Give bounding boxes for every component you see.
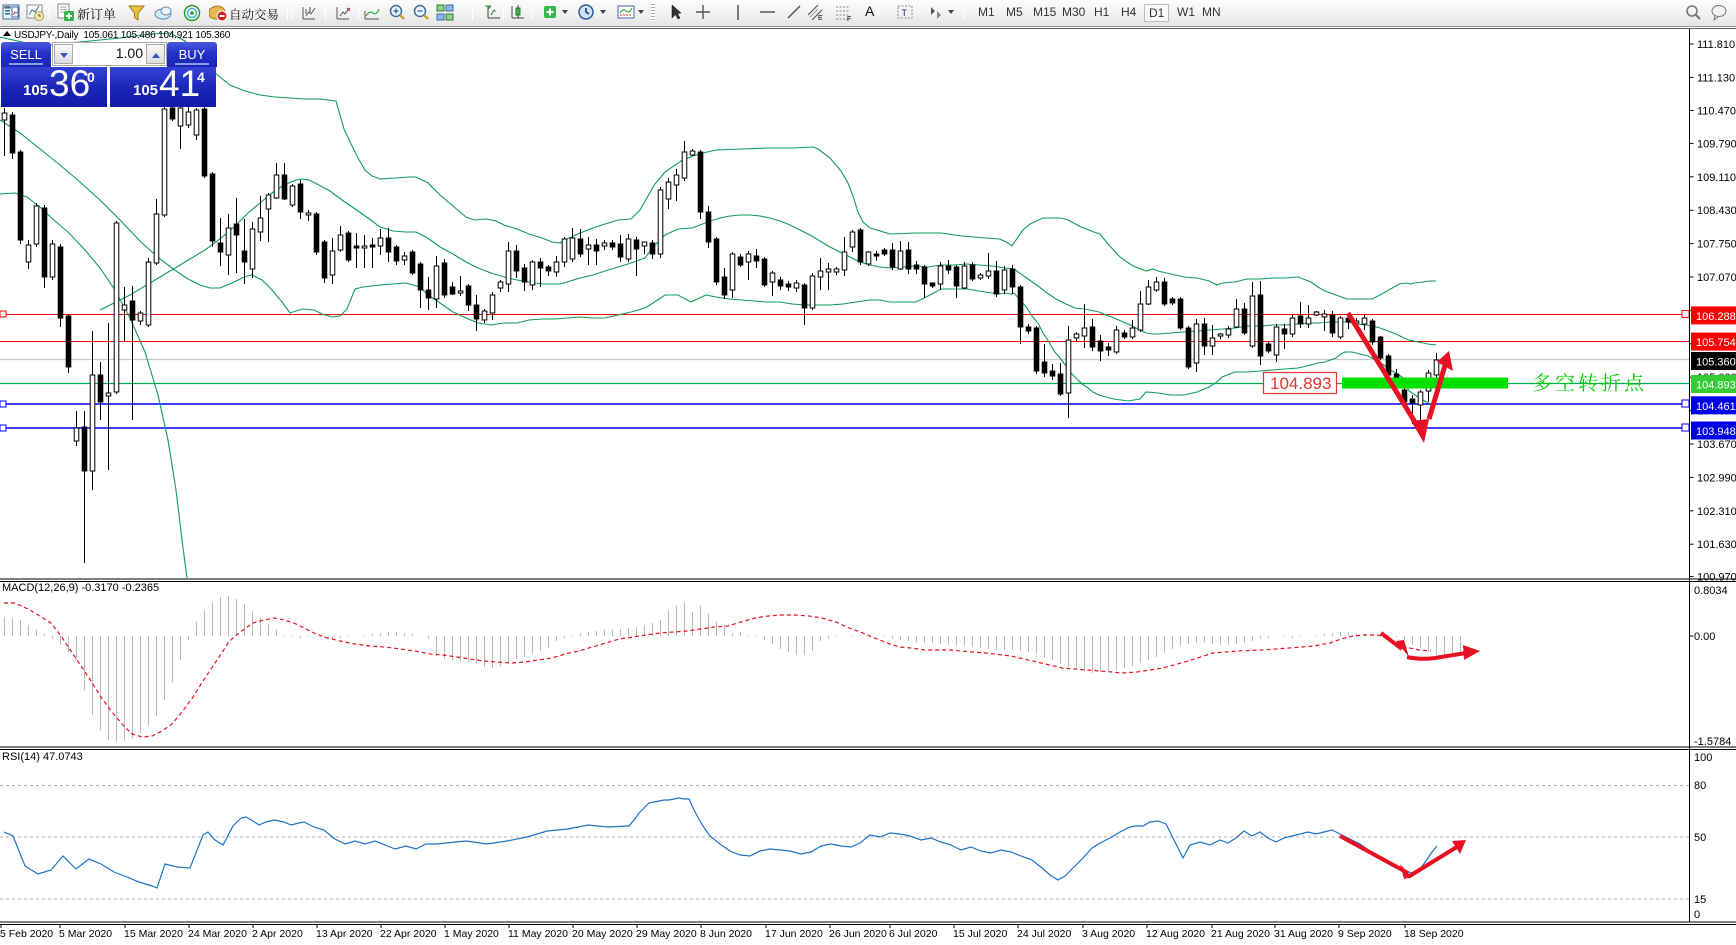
svg-text:3 Aug 2020: 3 Aug 2020 [1082,928,1135,940]
svg-text:0.8034: 0.8034 [1694,585,1728,597]
svg-text:102.310: 102.310 [1697,506,1736,518]
svg-text:104.893: 104.893 [1270,374,1331,393]
svg-text:106.288: 106.288 [1696,311,1736,323]
svg-text:102.990: 102.990 [1697,472,1736,484]
svg-text:5 Feb 2020: 5 Feb 2020 [0,928,53,940]
svg-text:105.360: 105.360 [1696,357,1736,369]
svg-text:100: 100 [1694,752,1712,764]
svg-text:101.630: 101.630 [1697,539,1736,551]
svg-text:22 Apr 2020: 22 Apr 2020 [380,928,437,940]
svg-text:11 May 2020: 11 May 2020 [508,928,568,940]
svg-text:100.970: 100.970 [1697,572,1736,584]
svg-text:104.893: 104.893 [1696,380,1736,392]
svg-text:24 Mar 2020: 24 Mar 2020 [188,928,247,940]
svg-text:24 Jul 2020: 24 Jul 2020 [1017,928,1071,940]
svg-text:0: 0 [1694,909,1700,921]
svg-text:109.790: 109.790 [1697,138,1736,150]
svg-text:1 May 2020: 1 May 2020 [444,928,499,940]
svg-text:111.810: 111.810 [1697,39,1735,51]
svg-text:105.754: 105.754 [1696,337,1736,349]
svg-text:-1.5784: -1.5784 [1694,736,1731,748]
svg-text:T: T [902,8,908,18]
svg-text:0.00: 0.00 [1694,631,1715,643]
svg-text:USDJPY-,Daily 105.061 105.486: USDJPY-,Daily 105.061 105.486 104.921 10… [14,30,231,41]
svg-text:107.750: 107.750 [1697,239,1736,251]
svg-text:6 Jul 2020: 6 Jul 2020 [889,928,938,940]
svg-text:109.110: 109.110 [1697,172,1736,184]
svg-text:103.670: 103.670 [1697,439,1736,451]
svg-text:12 Aug 2020: 12 Aug 2020 [1146,928,1205,940]
svg-text:RSI(14) 47.0743: RSI(14) 47.0743 [2,751,83,763]
svg-text:5 Mar 2020: 5 Mar 2020 [59,928,112,940]
svg-text:2 Apr 2020: 2 Apr 2020 [252,928,303,940]
svg-text:107.070: 107.070 [1697,272,1736,284]
svg-text:9 Sep 2020: 9 Sep 2020 [1338,928,1392,940]
svg-text:8 Jun 2020: 8 Jun 2020 [700,928,752,940]
svg-text:31 Aug 2020: 31 Aug 2020 [1274,928,1333,940]
svg-text:50: 50 [1694,832,1706,844]
svg-text:MACD(12,26,9) -0.3170 -0.2365: MACD(12,26,9) -0.3170 -0.2365 [2,582,159,594]
svg-text:108.430: 108.430 [1697,205,1736,217]
svg-text:15: 15 [1694,894,1706,906]
svg-text:26 Jun 2020: 26 Jun 2020 [829,928,887,940]
svg-text:E: E [818,15,823,22]
svg-text:21 Aug 2020: 21 Aug 2020 [1211,928,1270,940]
svg-text:18 Sep 2020: 18 Sep 2020 [1404,928,1464,940]
svg-text:103.948: 103.948 [1696,426,1736,438]
svg-text:13 Apr 2020: 13 Apr 2020 [316,928,373,940]
svg-text:80: 80 [1694,780,1706,792]
svg-text:110.470: 110.470 [1697,106,1736,118]
svg-text:F: F [847,16,851,23]
svg-text:17 Jun 2020: 17 Jun 2020 [765,928,823,940]
svg-text:15 Mar 2020: 15 Mar 2020 [124,928,183,940]
svg-text:29 May 2020: 29 May 2020 [636,928,697,940]
svg-text:15 Jul 2020: 15 Jul 2020 [953,928,1007,940]
svg-text:20 May 2020: 20 May 2020 [572,928,633,940]
svg-text:104.461: 104.461 [1696,401,1736,413]
svg-text:111.130: 111.130 [1697,72,1735,84]
